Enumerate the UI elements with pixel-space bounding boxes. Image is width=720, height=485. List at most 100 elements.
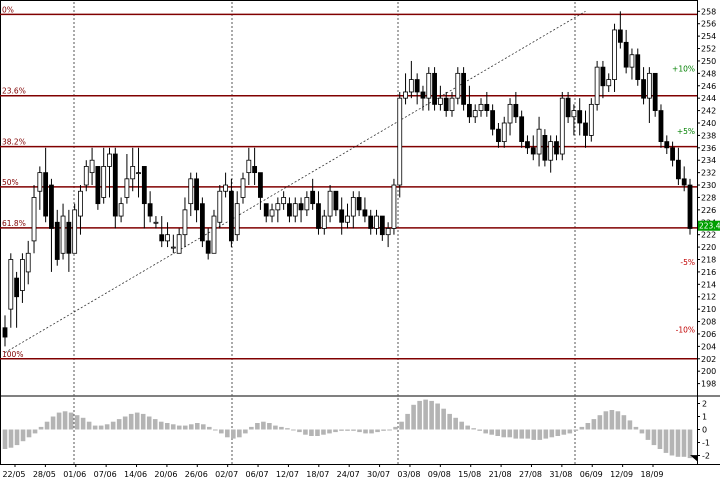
candle-body-up: [426, 72, 432, 99]
oscillator-bar: [525, 429, 531, 439]
x-tick-label: 03/08: [397, 470, 420, 479]
oscillator-bar: [495, 429, 501, 436]
candle: [617, 11, 623, 49]
candle-body-up: [269, 209, 275, 217]
oscillator-bar: [687, 429, 693, 459]
candle-body-down: [443, 97, 449, 111]
candle: [670, 141, 675, 167]
oscillator-bar: [441, 408, 446, 430]
candle: [287, 197, 292, 223]
candle: [629, 48, 635, 80]
candle-body-down: [652, 72, 658, 111]
candle-body-down: [287, 203, 292, 217]
oscillator-bar: [309, 429, 314, 436]
oscillator-bar: [429, 400, 434, 430]
candle-body-up: [385, 228, 391, 236]
oscillator-bar: [206, 426, 212, 430]
candle-body-down: [2, 327, 8, 338]
candle-body-up: [240, 178, 246, 198]
oscillator-bar: [639, 429, 645, 434]
price-tick-label: 252: [701, 45, 716, 54]
candle-body-up: [25, 252, 31, 273]
oscillator-bar: [164, 423, 170, 430]
candle-body-up: [629, 54, 635, 68]
price-tick-label: 228: [701, 193, 716, 202]
candle-body-up: [507, 103, 513, 124]
candle: [420, 85, 426, 111]
candle-body-up: [246, 159, 252, 174]
candle: [101, 147, 107, 204]
candle-body-down: [525, 141, 530, 149]
oscillator-bar: [471, 428, 476, 430]
candle-body-down: [141, 166, 147, 205]
candle: [600, 60, 606, 99]
candle: [408, 60, 414, 99]
oscillator-bar: [603, 411, 609, 430]
candle: [583, 110, 588, 148]
candle: [525, 135, 530, 155]
candle: [153, 216, 159, 229]
fib-level-label: 0%: [2, 5, 14, 14]
candle-body-down: [617, 29, 623, 43]
candle: [403, 73, 408, 105]
oscillator-bar: [369, 429, 374, 434]
candle: [130, 147, 136, 192]
candle: [606, 73, 612, 92]
candle: [507, 98, 513, 136]
candle: [136, 147, 141, 198]
oscillator-bar: [465, 425, 470, 430]
oscillator-bar: [14, 429, 20, 446]
candle: [496, 122, 501, 148]
candle: [37, 166, 43, 210]
candle-body-down: [565, 97, 571, 118]
price-tick-label: 246: [701, 82, 716, 91]
oscillator-bar: [447, 413, 452, 430]
candle-body-up: [176, 234, 182, 254]
candle-body-down: [316, 203, 321, 229]
candle-body-down: [263, 203, 269, 217]
oscillator-bar: [585, 423, 591, 430]
x-tick-label: 01/06: [63, 470, 86, 479]
x-tick-label: 12/09: [610, 470, 633, 479]
oscillator-bar: [26, 429, 32, 438]
oscillator-bar: [194, 423, 200, 430]
candle: [374, 209, 379, 235]
candle-body-up: [455, 72, 461, 99]
candle-body-down: [14, 277, 20, 298]
oscillator-bar: [549, 429, 555, 438]
oscillator-bar: [80, 417, 86, 430]
candle: [594, 60, 600, 111]
oscillator-bar: [423, 399, 428, 430]
candle-body-up: [60, 215, 66, 254]
oscillator-bar: [567, 429, 573, 434]
candle-body-up: [107, 153, 112, 167]
candle: [391, 178, 397, 235]
candle: [217, 185, 223, 229]
candle: [565, 91, 571, 123]
oscillator-bar: [399, 421, 404, 430]
candle-body-down: [670, 147, 675, 161]
oscillator-bar: [128, 413, 134, 430]
candle-body-down: [414, 79, 420, 93]
candle: [205, 228, 211, 260]
candle-body-down: [577, 110, 583, 124]
oscillator-bar: [315, 429, 320, 436]
price-tick-label: 218: [701, 255, 716, 264]
candle: [559, 91, 565, 161]
candle-body-up: [449, 97, 455, 111]
oscillator-bar: [657, 429, 663, 449]
candle-body-down: [583, 122, 588, 136]
candle-body-up: [437, 97, 443, 105]
oscillator-bar: [597, 415, 603, 430]
candle: [536, 116, 542, 167]
x-tick-label: 20/06: [154, 470, 177, 479]
oscillator-bar: [188, 424, 194, 430]
oscillator-bar: [669, 429, 675, 456]
candle-body-up: [588, 103, 594, 136]
candle: [124, 154, 130, 204]
candle-body-down: [147, 203, 153, 217]
price-tick-label: 210: [701, 305, 716, 314]
current-price-box: [698, 220, 720, 231]
oscillator-bar: [303, 429, 308, 435]
candle-body-down: [432, 72, 437, 105]
